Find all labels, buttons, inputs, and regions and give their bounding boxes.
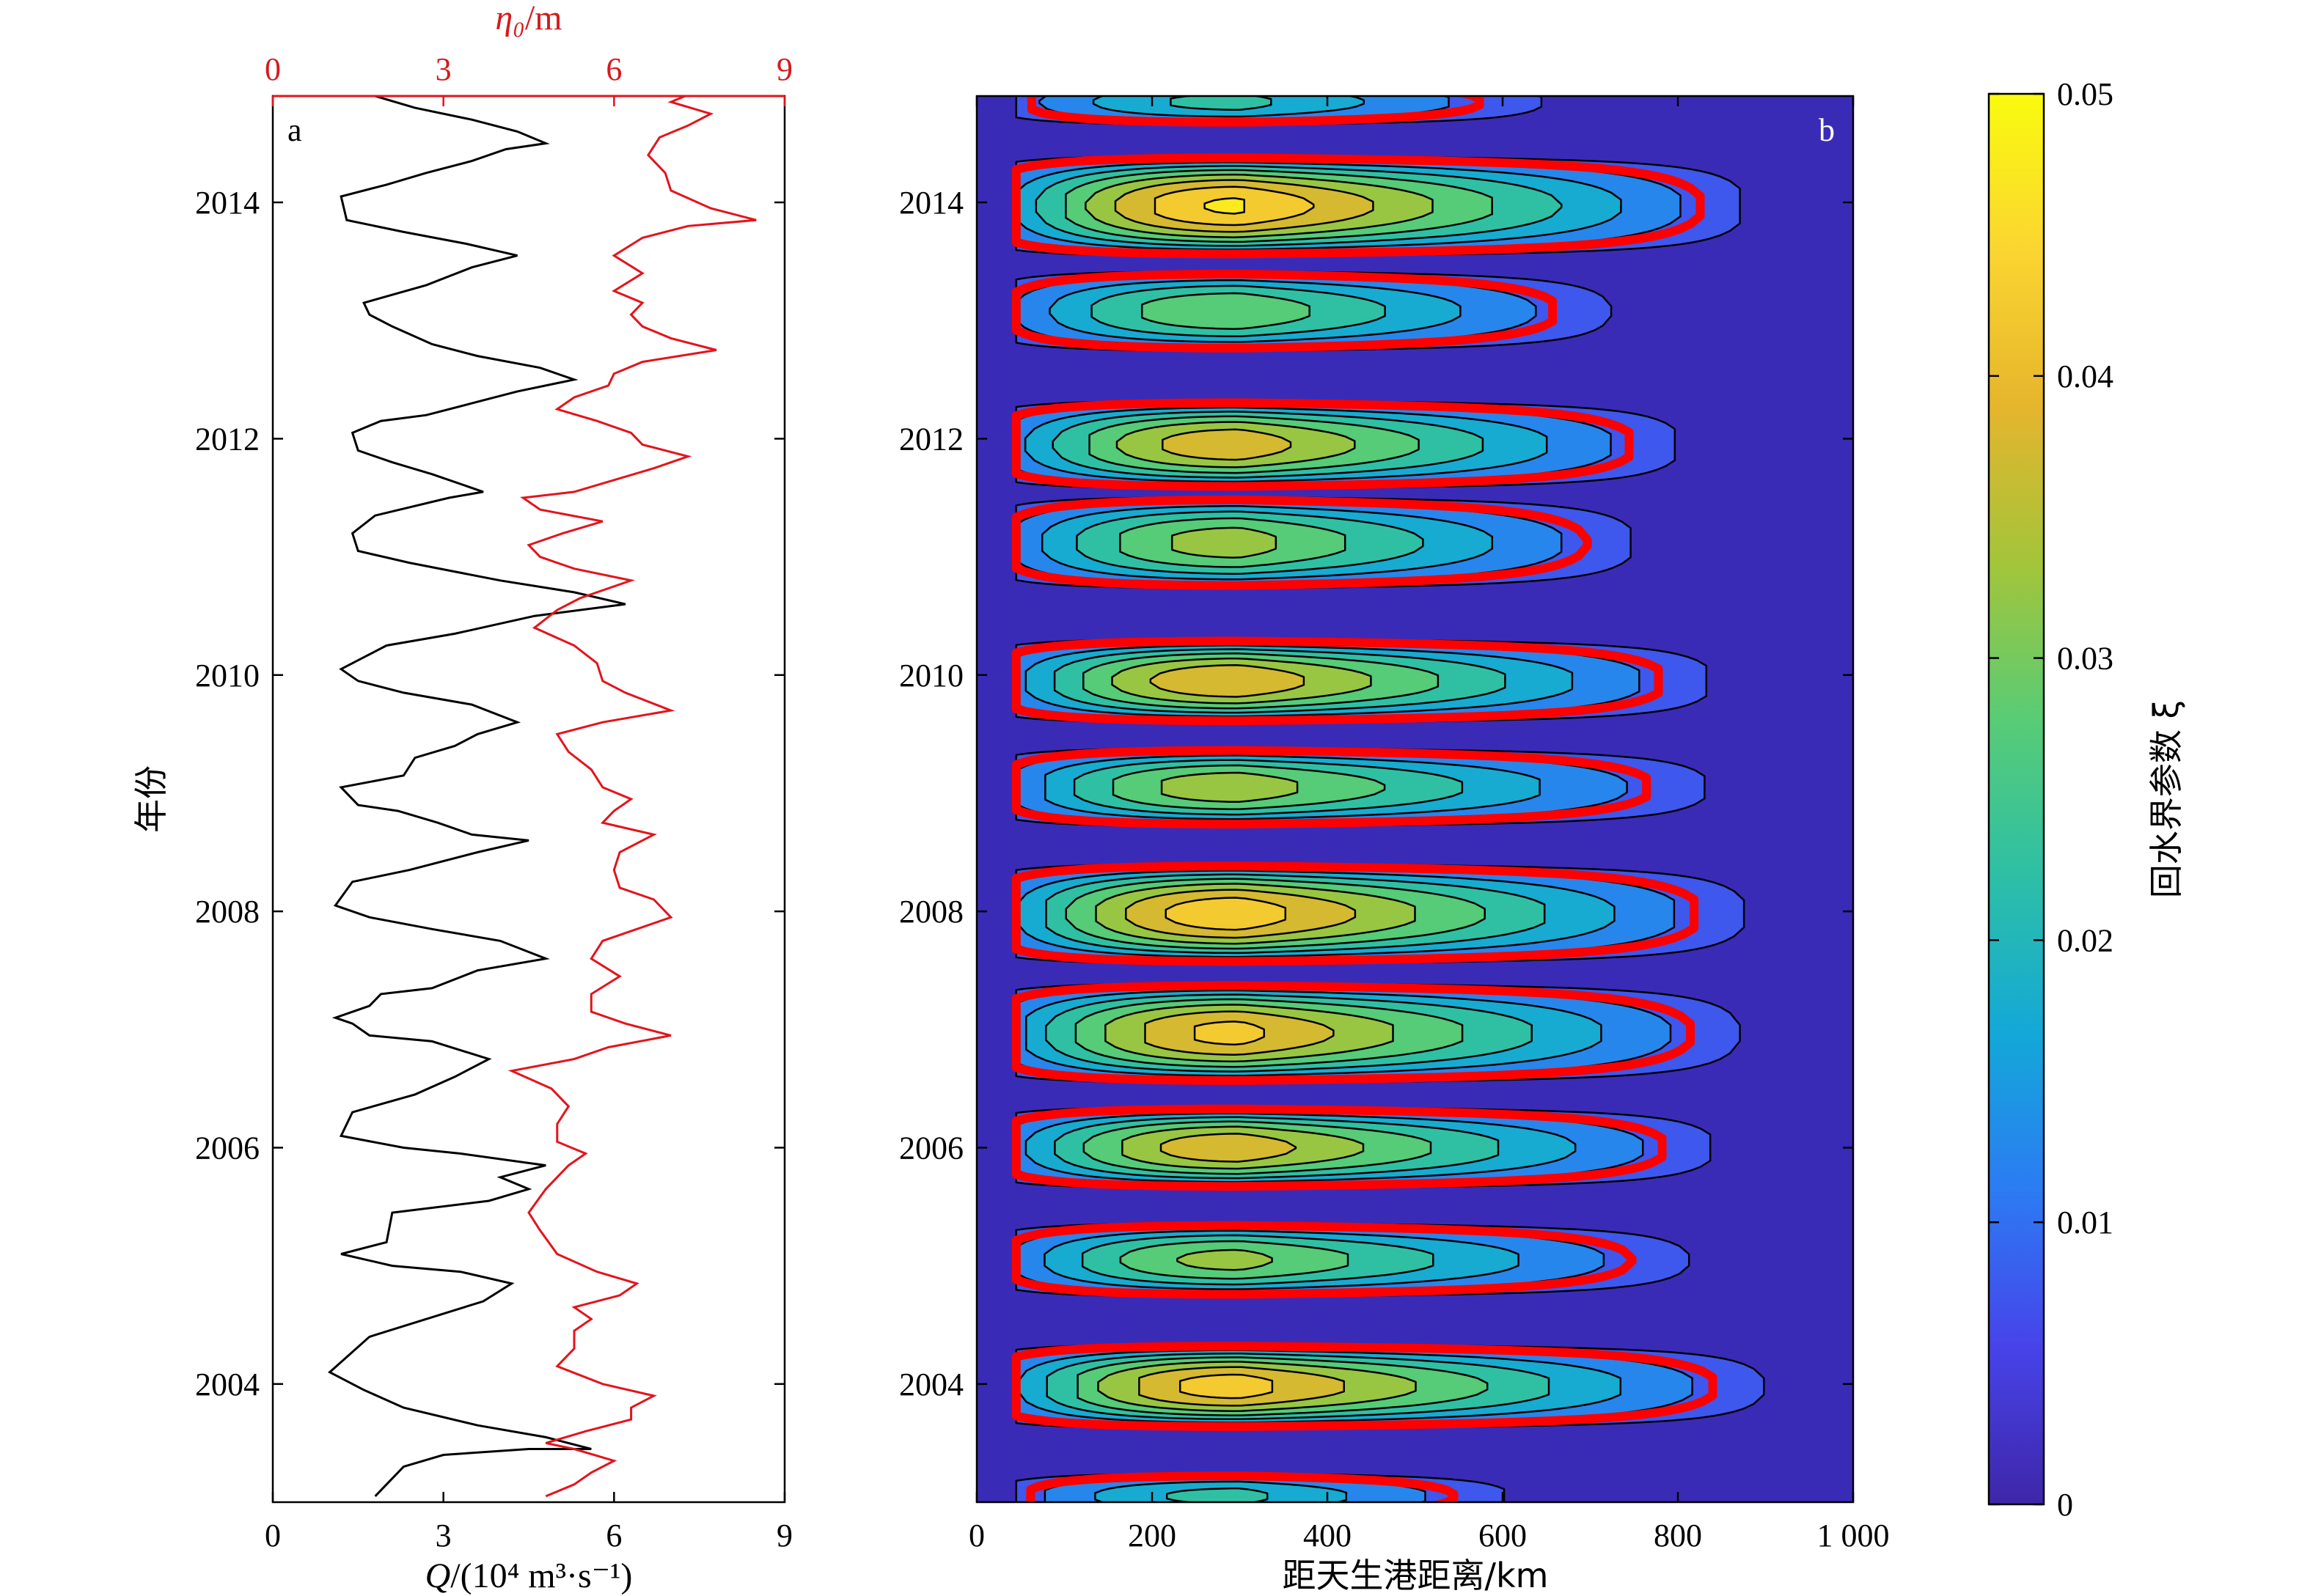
contour-tongue	[1011, 153, 1741, 259]
contour-band	[1140, 292, 1310, 330]
panel-b-xtick-label: 600	[1478, 1518, 1527, 1553]
critical-contour-line	[1011, 981, 1695, 1085]
panel-b-ytick-label: 2012	[899, 421, 964, 457]
contour-tongue	[1015, 96, 1543, 127]
critical-contour-line	[1011, 398, 1634, 491]
panel-b-xtick-label: 400	[1303, 1518, 1352, 1553]
colorbar-tick-label: 0.03	[2057, 641, 2113, 677]
contour-band	[1149, 663, 1305, 698]
contour-tongue	[1011, 981, 1741, 1085]
panel-a-xtick-label: 3	[436, 1518, 452, 1553]
panel-a-ytick-label: 2004	[195, 1367, 260, 1402]
panel-a-y-axis-label: 年份	[131, 765, 171, 833]
contour-band	[1170, 526, 1277, 559]
contour-tongue	[1011, 1104, 1712, 1191]
panel-b-x-axis-label: 距天生港距离/km	[1283, 1556, 1549, 1595]
critical-contour-line	[1011, 1221, 1637, 1299]
panel-b-frame	[975, 95, 1855, 1504]
panel-a-top-tick-label: 9	[777, 51, 793, 87]
contour-band	[1176, 1249, 1273, 1271]
contour-tongue	[1011, 636, 1708, 726]
series-line-eta0	[507, 96, 757, 1498]
contour-band	[1193, 1021, 1265, 1046]
panel-a-xtick-label: 0	[265, 1518, 281, 1553]
panel-a-xtick-label: 6	[606, 1518, 622, 1553]
panel-a-bottom-x-label: Q/(10⁴ m³·s⁻¹)	[425, 1556, 633, 1595]
q-symbol: Q	[425, 1556, 451, 1595]
colorbar-ticks: 0 0.01 0.02 0.03 0.04 0.05	[1989, 76, 2113, 1523]
critical-contour-line	[1011, 153, 1705, 259]
panel-a-ytick-label: 2012	[195, 421, 260, 457]
panel-b-xtick-label: 800	[1654, 1518, 1702, 1553]
panel-a-ytick-label: 2014	[195, 185, 260, 221]
critical-contour-line	[1011, 746, 1651, 829]
critical-contour-line	[1026, 1471, 1459, 1502]
series-line-q	[327, 96, 626, 1497]
critical-contour-line	[1011, 269, 1558, 353]
colorbar-tick-label: 0.02	[2057, 922, 2113, 958]
panel-b-ytick-label: 2008	[899, 894, 964, 930]
panel-b-xtick-label: 0	[969, 1518, 985, 1553]
contour-band	[1162, 428, 1292, 461]
colorbar-tick-label: 0.01	[2057, 1205, 2113, 1240]
contour-tongue	[1011, 398, 1676, 491]
panel-b-ytick-label: 2010	[899, 658, 964, 694]
panel-a-ytick-label: 2010	[195, 658, 260, 694]
colorbar-tick-label: 0.04	[2057, 358, 2113, 394]
eta-unit: /m	[525, 0, 562, 37]
contour-tongue	[1011, 746, 1706, 829]
panel-a-top-tick-label: 6	[606, 51, 622, 87]
colorbar-label: 回水界参数 ξ	[2146, 700, 2186, 898]
critical-contour-line	[1011, 861, 1699, 966]
contour-tongue	[1011, 269, 1613, 353]
panel-a-ytick-label: 2006	[195, 1130, 260, 1166]
colorbar: 0 0.01 0.02 0.03 0.04 0.05 回水界参数 ξ	[1987, 76, 2186, 1523]
colorbar-gradient	[1987, 92, 2045, 1506]
panel-b-contours	[1011, 96, 1765, 1502]
panel-b-ytick-label: 2006	[899, 1130, 964, 1166]
critical-contour-line	[1011, 495, 1592, 590]
q-unit: /(10⁴ m³·s⁻¹)	[450, 1556, 632, 1595]
eta-symbol: η₀	[495, 0, 525, 37]
critical-contour-line	[1011, 636, 1663, 726]
panel-b-ytick-label: 2014	[899, 185, 964, 221]
contour-tongue	[1011, 1221, 1690, 1299]
panel-a-background	[273, 96, 785, 1502]
panel-b-letter: b	[1819, 112, 1835, 148]
critical-contour-line	[1011, 1342, 1717, 1431]
panel-b-ytick-label: 2004	[899, 1367, 964, 1402]
contour-band	[1159, 1133, 1297, 1163]
contour-band	[1203, 197, 1245, 215]
contour-tongue	[1011, 495, 1632, 590]
critical-contour-line	[1027, 96, 1484, 127]
panel-b: 2004 2006 2008 2010 2012 2014 0 200 400 600 800 1 0…	[899, 95, 1890, 1595]
panel-a-top-x-label: η₀/m	[495, 0, 562, 37]
contour-tongue	[1015, 1471, 1506, 1502]
contour-tongue	[1011, 861, 1745, 966]
colorbar-tick-label: 0	[2057, 1487, 2073, 1523]
critical-contour-line	[1011, 1104, 1667, 1191]
contour-tongue	[1011, 1342, 1765, 1431]
colorbar-tick-label: 0.05	[2057, 76, 2113, 112]
contour-band	[1160, 771, 1299, 803]
panel-b-xtick-label: 200	[1128, 1518, 1176, 1553]
panel-a-letter: a	[287, 112, 302, 148]
panel-a-ytick-label: 2008	[195, 894, 260, 930]
panel-b-ticks: 2004 2006 2008 2010 2012 2014 0 200 400 600 800 1 0…	[899, 96, 1890, 1553]
contour-band	[1170, 96, 1272, 111]
panel-a-xtick-label: 9	[777, 1518, 793, 1553]
contour-band	[1165, 1487, 1269, 1502]
panel-a-top-tick-label: 3	[436, 51, 452, 87]
contour-band	[1178, 1373, 1274, 1400]
contour-band	[1165, 897, 1287, 931]
panel-a-top-tick-label: 0	[265, 51, 281, 87]
panel-b-xtick-label: 1 000	[1817, 1518, 1890, 1553]
panel-a-ticks: 2004 2006 2008 2010 2012 2014 0 3 6 9 0 3 6 9	[195, 51, 793, 1553]
